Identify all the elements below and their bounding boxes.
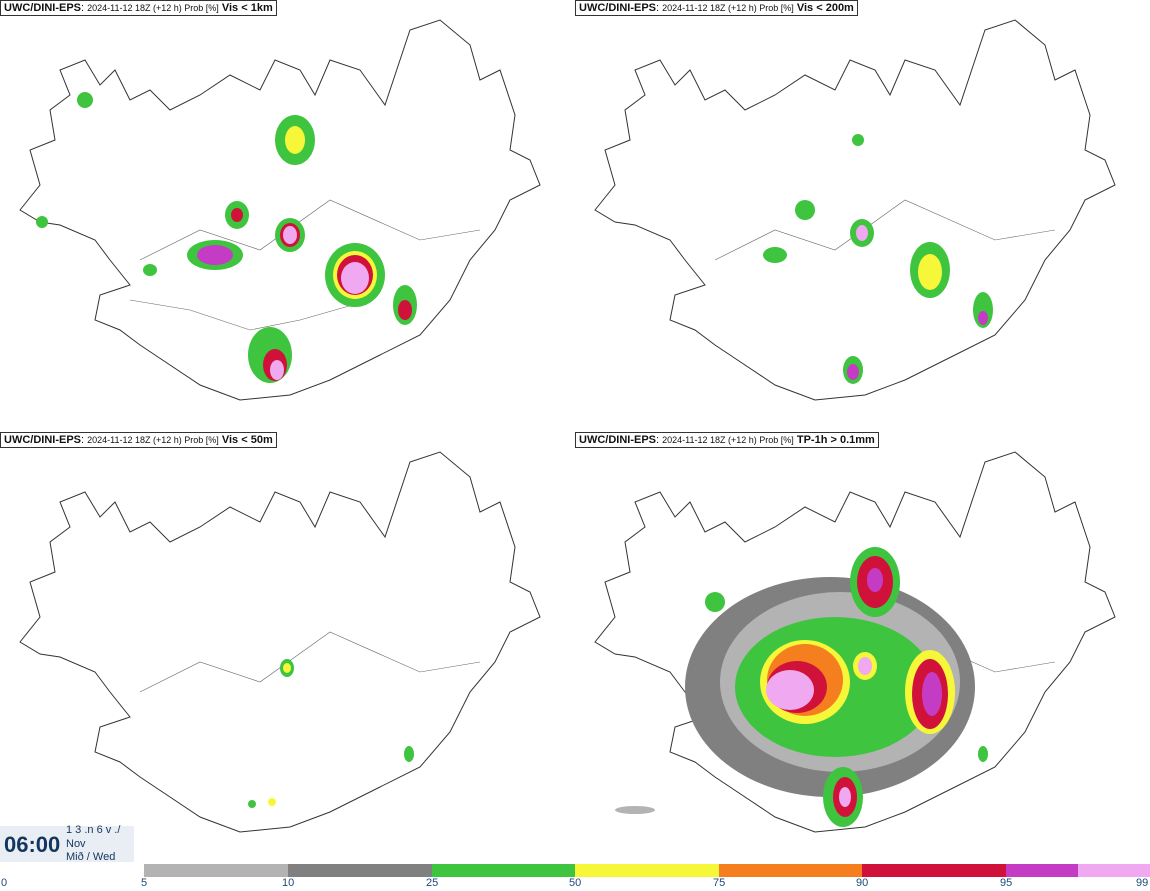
probability-blobs bbox=[763, 134, 993, 384]
panel-title: UWC/DINI-EPS: 2024-11-12 18Z (+12 h) Pro… bbox=[575, 0, 858, 16]
valid-time-box: 06:00 1 3 .n 6 v ./ Nov Mið / Wed bbox=[0, 824, 134, 863]
panel-title: UWC/DINI-EPS: 2024-11-12 18Z (+12 h) Pro… bbox=[575, 432, 879, 448]
map-panel-tp-1h: UWC/DINI-EPS: 2024-11-12 18Z (+12 h) Pro… bbox=[575, 432, 1150, 864]
variable-label: Vis < 50m bbox=[221, 434, 273, 446]
iceland-map bbox=[19, 19, 541, 401]
map-panel-vis-1km: UWC/DINI-EPS: 2024-11-12 18Z (+12 h) Pro… bbox=[0, 0, 575, 432]
variable-label: Vis < 200m bbox=[796, 2, 854, 14]
iceland-map bbox=[594, 451, 1116, 833]
colorbar-tick: 95 bbox=[1000, 877, 1013, 889]
colorbar-tick: 90 bbox=[856, 877, 869, 889]
source-label: UWC/DINI-EPS bbox=[579, 2, 656, 14]
map-panel-vis-200m: UWC/DINI-EPS: 2024-11-12 18Z (+12 h) Pro… bbox=[575, 0, 1150, 432]
colorbar-tick: 75 bbox=[713, 877, 726, 889]
colorbar-tick: 5 bbox=[141, 877, 148, 889]
run-meta: 2024-11-12 18Z (+12 h) Prob [%] bbox=[87, 435, 219, 445]
valid-time-month: Nov bbox=[66, 838, 86, 850]
panel-title: UWC/DINI-EPS: 2024-11-12 18Z (+12 h) Pro… bbox=[0, 432, 277, 448]
colorbar-segment bbox=[144, 864, 288, 877]
valid-time-weekday: Mið / Wed bbox=[66, 851, 116, 863]
colorbar-segment bbox=[432, 864, 575, 877]
source-label: UWC/DINI-EPS bbox=[4, 2, 81, 14]
run-meta: 2024-11-12 18Z (+12 h) Prob [%] bbox=[87, 3, 219, 13]
colorbar-tick: 0 bbox=[1, 877, 8, 889]
iceland-map bbox=[19, 451, 541, 833]
colorbar: 0 5 10 25 50 75 90 95 99 bbox=[0, 862, 1150, 891]
colorbar-segment bbox=[1078, 864, 1150, 877]
colorbar-tick: 99 bbox=[1136, 877, 1149, 889]
colorbar-tick: 25 bbox=[426, 877, 439, 889]
colorbar-segment bbox=[862, 864, 1006, 877]
variable-label: TP-1h > 0.1mm bbox=[796, 434, 875, 446]
probability-blobs bbox=[36, 92, 417, 383]
valid-time-day: 1 3 .n 6 v ./ bbox=[66, 824, 121, 836]
valid-time-clock: 06:00 bbox=[4, 832, 61, 857]
colorbar-segment bbox=[575, 864, 719, 877]
colorbar-segment bbox=[1006, 864, 1078, 877]
source-label: UWC/DINI-EPS bbox=[579, 434, 656, 446]
map-panel-vis-50m: UWC/DINI-EPS: 2024-11-12 18Z (+12 h) Pro… bbox=[0, 432, 575, 864]
colorbar-segment bbox=[719, 864, 862, 877]
probability-blobs bbox=[248, 659, 414, 808]
probability-blobs bbox=[615, 547, 988, 827]
iceland-map bbox=[594, 19, 1116, 401]
variable-label: Vis < 1km bbox=[221, 2, 273, 14]
panel-title: UWC/DINI-EPS: 2024-11-12 18Z (+12 h) Pro… bbox=[0, 0, 277, 16]
source-label: UWC/DINI-EPS bbox=[4, 434, 81, 446]
colorbar-segment bbox=[288, 864, 432, 877]
colorbar-tick: 10 bbox=[282, 877, 295, 889]
run-meta: 2024-11-12 18Z (+12 h) Prob [%] bbox=[662, 3, 794, 13]
colorbar-tick: 50 bbox=[569, 877, 582, 889]
run-meta: 2024-11-12 18Z (+12 h) Prob [%] bbox=[662, 435, 794, 445]
